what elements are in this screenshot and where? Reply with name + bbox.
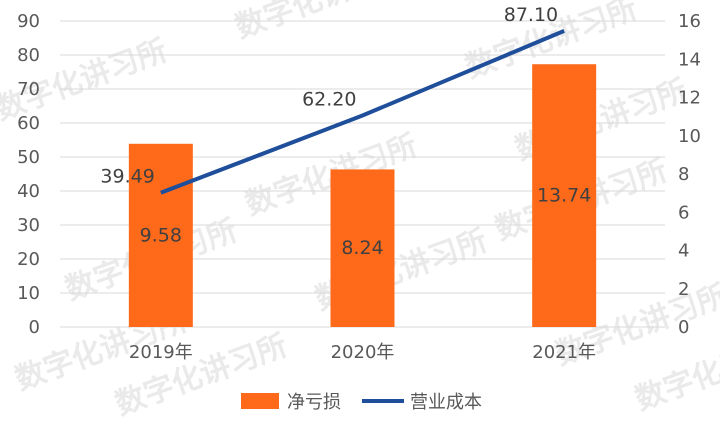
category-label: 2019年 [129,342,193,363]
right-tick-label: 16 [678,11,701,32]
left-tick-label: 30 [17,215,40,236]
left-axis: 0 10 20 30 40 50 60 70 80 90 [17,11,40,338]
left-tick-label: 70 [17,79,40,100]
right-tick-label: 10 [678,126,701,147]
bar-data-label: 9.58 [140,224,182,246]
left-tick-label: 50 [17,147,40,168]
bar-series: 9.58 8.24 13.74 [129,64,596,327]
right-tick-label: 0 [678,317,689,338]
left-tick-label: 0 [29,317,40,338]
watermark-text: 数字化讲习所 [231,0,412,46]
left-tick-label: 80 [17,45,40,66]
left-tick-label: 10 [17,283,40,304]
left-tick-label: 60 [17,113,40,134]
bar-data-label: 8.24 [341,237,383,259]
category-label: 2021年 [532,342,596,363]
line-data-label: 62.20 [302,89,356,111]
legend-label-line: 营业成本 [410,392,482,413]
right-tick-label: 2 [678,279,689,300]
right-tick-label: 8 [678,164,689,185]
legend-swatch-bar [241,393,279,409]
category-label: 2020年 [331,342,395,363]
line-data-label: 39.49 [100,166,154,188]
left-tick-label: 20 [17,249,40,270]
left-tick-label: 90 [17,11,40,32]
legend-label-bar: 净亏损 [287,392,341,413]
bar-data-label: 13.74 [537,185,591,207]
line-data-label: 87.10 [504,4,558,26]
right-tick-label: 6 [678,202,689,223]
left-tick-label: 40 [17,181,40,202]
right-tick-label: 4 [678,241,689,262]
right-tick-label: 12 [678,88,701,109]
legend: 净亏损 营业成本 [241,392,482,413]
right-tick-label: 14 [678,49,701,70]
